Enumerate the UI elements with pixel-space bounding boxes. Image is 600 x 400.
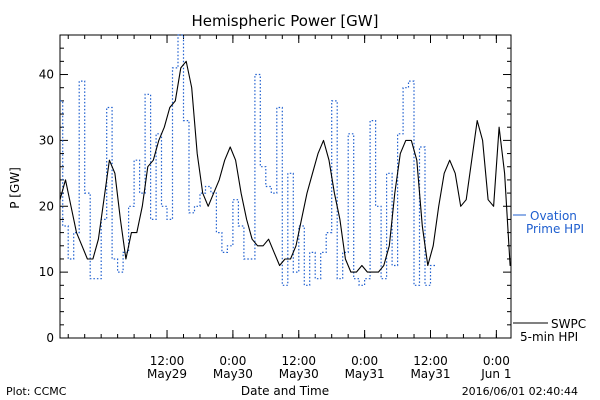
series-swpc-5-min-hpi (59, 60, 511, 273)
footer-timestamp: 2016/06/01 02:40:44 (462, 385, 578, 398)
y-axis-label: P [GW] (8, 167, 22, 209)
x-tick-label-date: May29 (147, 367, 187, 381)
legend-swpc-label-2: 5-min HPI (520, 330, 578, 344)
y-ticks: 0 10 20 30 40 (39, 47, 511, 345)
legend-ovation-label-2: Prime HPI (526, 222, 584, 236)
x-tick-label-date: May30 (279, 367, 319, 381)
x-tick-label-time: 0:00 (483, 354, 510, 368)
y-tick-label: 10 (39, 265, 54, 279)
y-tick-label: 0 (46, 331, 54, 345)
x-tick-label-date: Jun 1 (480, 367, 511, 381)
series-layer (59, 34, 511, 286)
x-axis-label: Date and Time (241, 384, 329, 398)
series-ovation-prime-hpi (60, 34, 436, 286)
plot-frame (59, 34, 512, 339)
x-tick-label-time: 0:00 (351, 354, 378, 368)
x-tick-label-time: 0:00 (219, 354, 246, 368)
y-tick-label: 40 (39, 68, 54, 82)
x-tick-label-time: 12:00 (413, 354, 448, 368)
legend-ovation-label-1: Ovation (530, 209, 577, 223)
y-tick-label: 30 (39, 133, 54, 147)
footer-credit: Plot: CCMC (6, 385, 67, 398)
y-tick-label: 20 (39, 199, 54, 213)
x-tick-label-date: May31 (410, 367, 450, 381)
chart-title: Hemispheric Power [GW] (192, 12, 379, 30)
x-tick-label-time: 12:00 (281, 354, 316, 368)
legend-swpc-label-1: SWPC (551, 317, 586, 331)
legend: Ovation Prime HPI SWPC 5-min HPI (513, 209, 586, 344)
x-tick-label-date: May30 (213, 367, 253, 381)
x-ticks: 12:00May290:00May3012:00May300:00May3112… (67, 35, 511, 381)
x-tick-label-date: May31 (345, 367, 385, 381)
x-tick-label-time: 12:00 (150, 354, 185, 368)
